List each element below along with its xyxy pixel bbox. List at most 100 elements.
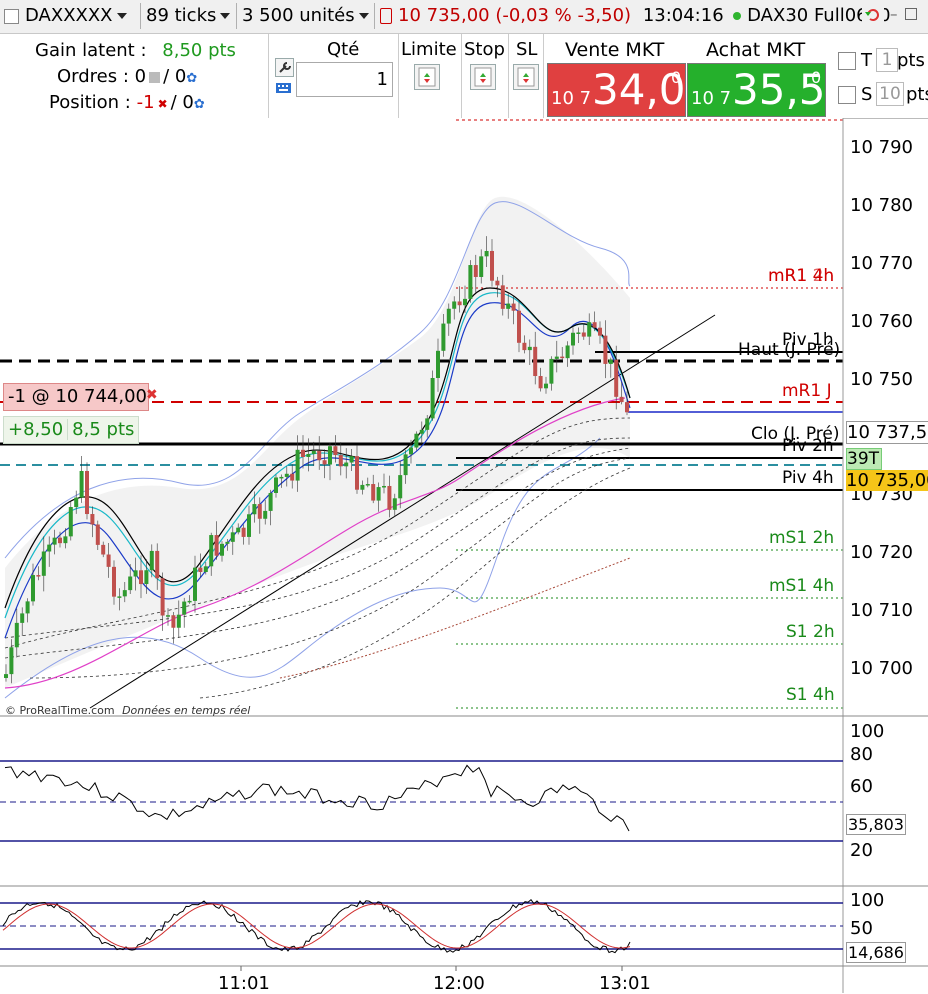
candle-body bbox=[446, 308, 451, 324]
credit-logo: © ProRealTime.com bbox=[5, 704, 115, 717]
candle-body bbox=[392, 498, 397, 510]
candle-body bbox=[160, 578, 165, 616]
candle-body bbox=[495, 280, 500, 286]
bollinger-lower bbox=[4, 437, 601, 699]
candle-body bbox=[236, 527, 241, 533]
sell-header: Vente MKT bbox=[565, 39, 665, 61]
qty-input[interactable]: 1 bbox=[296, 62, 393, 97]
trailing-checkbox[interactable] bbox=[838, 52, 856, 70]
candle-body bbox=[182, 601, 187, 615]
candle-body bbox=[479, 256, 484, 277]
divider bbox=[236, 3, 237, 29]
candle-body bbox=[603, 335, 608, 364]
qty-value: 1 bbox=[376, 69, 388, 90]
gain-value: 8,50 pts bbox=[162, 40, 236, 61]
profit-value: 8,5 pts bbox=[72, 419, 135, 440]
candle-body bbox=[241, 527, 246, 537]
candle-body bbox=[387, 485, 392, 510]
time-axis-label: 13:01 bbox=[599, 973, 651, 994]
candle-body bbox=[554, 356, 559, 359]
divider bbox=[398, 34, 399, 118]
close-position-icon[interactable]: ✖ bbox=[146, 387, 158, 403]
candle-body bbox=[322, 460, 327, 465]
stop-order-button[interactable] bbox=[470, 64, 496, 90]
limit-order-button[interactable] bbox=[414, 64, 440, 90]
stop-loss-button[interactable] bbox=[513, 64, 539, 90]
quote-time: 13:04:16 bbox=[642, 5, 724, 26]
position-tag[interactable]: -1 @ 10 744,00 bbox=[3, 383, 149, 411]
candle-body bbox=[598, 327, 602, 336]
candle-body bbox=[85, 470, 89, 515]
level-label: mS1 2h bbox=[769, 528, 835, 548]
instrument-selector[interactable]: DAXXXXX bbox=[4, 2, 127, 29]
candle-body bbox=[20, 613, 25, 623]
ticks-remaining: 39T bbox=[846, 448, 882, 470]
position-close-icon[interactable]: ✖ bbox=[157, 97, 168, 111]
candle-body bbox=[306, 453, 311, 457]
candle-body bbox=[117, 596, 122, 598]
candle-body bbox=[355, 456, 359, 490]
candle-body bbox=[619, 396, 624, 403]
settings-gear-icon[interactable]: ✿ bbox=[193, 97, 205, 112]
divider bbox=[543, 34, 544, 118]
position-tag-text: -1 @ 10 744,00 bbox=[8, 386, 147, 407]
candle-body bbox=[247, 514, 251, 537]
candle-body bbox=[90, 514, 95, 525]
candle-body bbox=[328, 446, 332, 465]
s-label: S bbox=[861, 84, 873, 105]
candle-body bbox=[457, 301, 462, 306]
minimize-icon[interactable]: – bbox=[890, 5, 898, 23]
quote-arrow-icon bbox=[380, 8, 392, 24]
candle-body bbox=[225, 541, 230, 544]
y-axis-label: 10 760 bbox=[850, 311, 913, 332]
stochastic-value-tag: 14,686 bbox=[846, 942, 906, 963]
buy-price-small: 10 7 bbox=[691, 88, 732, 109]
candle-body bbox=[376, 487, 381, 501]
top-toolbar: DAXXXXX 89 ticks 3 500 unités 10 735,00 … bbox=[0, 0, 928, 34]
candle-body bbox=[484, 250, 489, 257]
candle-body bbox=[311, 450, 316, 454]
feed-name: DAX30 Full0620 bbox=[747, 5, 891, 26]
sell-market-button[interactable]: 10 7 34,0 0 bbox=[547, 63, 686, 117]
candle-body bbox=[122, 590, 127, 597]
y-axis-label: 10 700 bbox=[850, 658, 913, 679]
quantity-selector[interactable]: 3 500 unités bbox=[242, 2, 369, 29]
sell-price-sup: 0 bbox=[671, 68, 682, 87]
price-chart[interactable] bbox=[0, 118, 928, 993]
stop-checkbox[interactable] bbox=[838, 86, 856, 104]
y-axis-label: 10 790 bbox=[850, 137, 913, 158]
level-label: S1 4h bbox=[786, 685, 835, 705]
t-input[interactable]: 1 bbox=[876, 48, 898, 72]
s-input[interactable]: 10 bbox=[876, 82, 904, 106]
candle-body bbox=[398, 475, 403, 499]
quantity-value: 3 500 unités bbox=[242, 5, 355, 26]
y-axis-label: 10 770 bbox=[850, 253, 913, 274]
candle-body bbox=[452, 301, 457, 309]
orders-open: 0 bbox=[134, 66, 147, 87]
keyboard-icon[interactable] bbox=[275, 80, 292, 94]
candle-body bbox=[468, 265, 473, 299]
candle-body bbox=[365, 484, 370, 486]
candle-body bbox=[230, 532, 235, 542]
maximize-icon[interactable] bbox=[905, 8, 917, 20]
pts-label: pts bbox=[897, 50, 925, 71]
wrench-icon[interactable] bbox=[275, 58, 294, 77]
candle-body bbox=[257, 504, 262, 519]
candle-body bbox=[4, 674, 8, 678]
interval-selector[interactable]: 89 ticks bbox=[146, 2, 231, 29]
position-row: Position : -1 ✖/ 0✿ bbox=[49, 92, 205, 113]
orders-clear-icon[interactable] bbox=[149, 71, 161, 83]
buy-market-button[interactable]: 10 7 35,5 0 bbox=[687, 63, 826, 117]
quote-display: 10 735,00 (-0,03 % -3,50) 13:04:16 DAX30… bbox=[380, 2, 891, 29]
stop-header: Stop bbox=[464, 39, 505, 60]
candle-body bbox=[263, 510, 268, 519]
candle-body bbox=[403, 454, 408, 476]
refresh-icon[interactable] bbox=[862, 4, 884, 26]
candle-body bbox=[565, 345, 570, 359]
candle-body bbox=[68, 507, 73, 537]
divider bbox=[268, 34, 269, 118]
rsi-line bbox=[4, 764, 630, 832]
instrument-checkbox[interactable] bbox=[4, 8, 19, 24]
settings-gear-icon[interactable]: ✿ bbox=[186, 71, 198, 86]
buy-price-big: 35,5 bbox=[732, 65, 826, 114]
